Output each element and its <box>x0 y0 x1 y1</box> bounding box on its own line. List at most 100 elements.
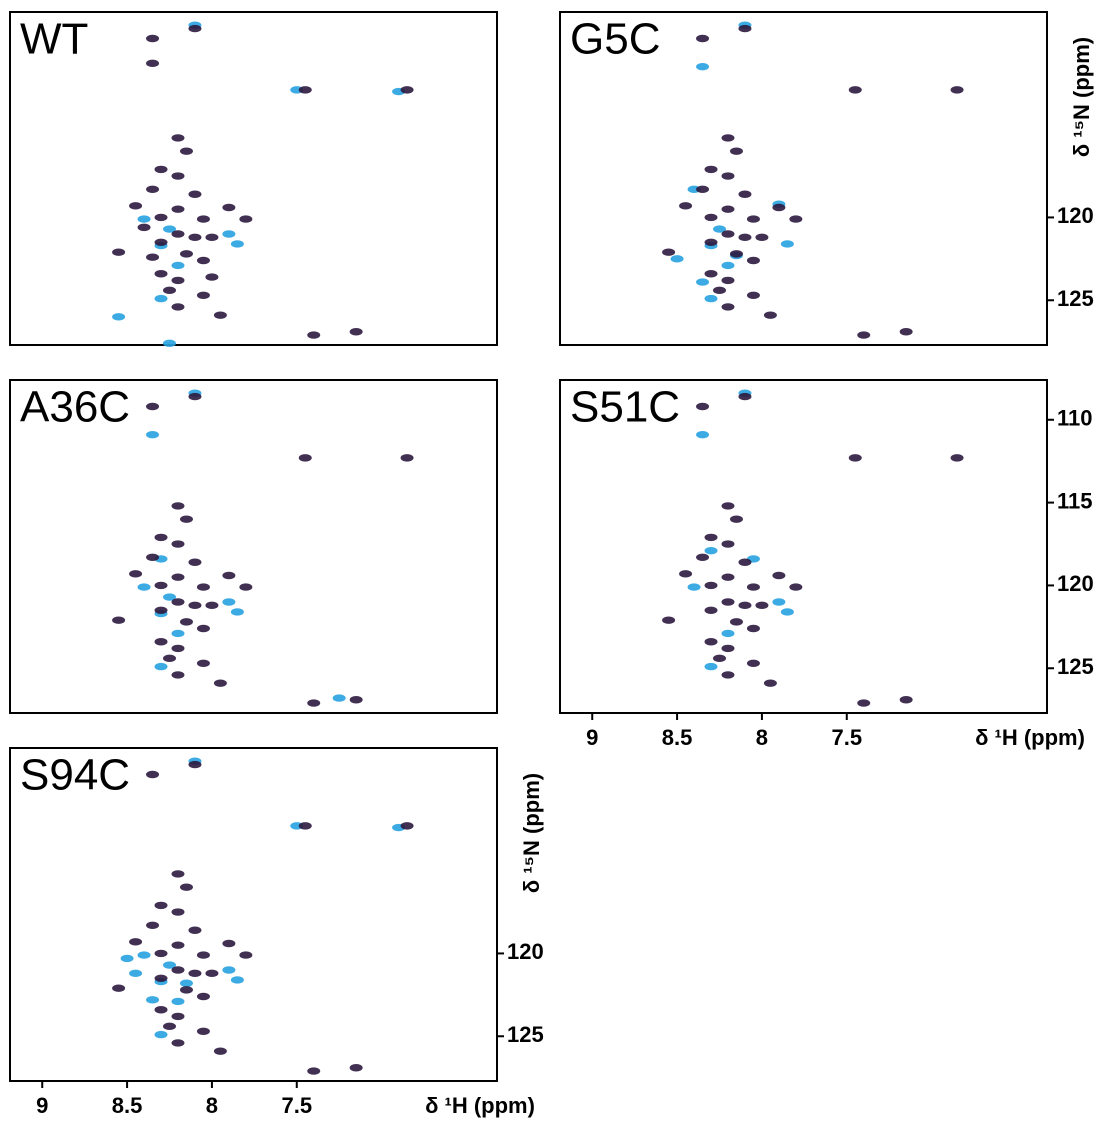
peak <box>848 454 862 462</box>
peak <box>332 694 346 702</box>
panel-title: G5C <box>570 15 660 64</box>
panel-title: S51C <box>570 383 680 432</box>
peak <box>129 969 143 978</box>
peak <box>789 215 803 223</box>
peak <box>746 215 760 223</box>
peak <box>154 638 168 646</box>
peak <box>670 255 684 263</box>
y-tick-label: 125 <box>1057 286 1094 311</box>
peak <box>400 86 414 94</box>
peak <box>848 86 862 94</box>
peak <box>112 313 126 321</box>
peak <box>662 248 676 256</box>
panel-frame <box>559 379 1048 714</box>
peak <box>163 654 177 663</box>
peak <box>307 699 321 707</box>
peak <box>171 966 185 974</box>
y-tick-label: 120 <box>507 939 544 964</box>
panel-title: A36C <box>20 383 130 432</box>
peak <box>746 659 760 667</box>
peak <box>713 654 727 663</box>
peak <box>729 618 743 626</box>
peak <box>154 662 168 671</box>
peak <box>721 303 735 311</box>
peak <box>696 430 710 439</box>
peak <box>112 984 126 992</box>
peak <box>298 454 312 462</box>
peak <box>171 629 185 638</box>
peak <box>696 62 710 71</box>
peak <box>679 570 693 578</box>
peak <box>179 986 193 994</box>
peak <box>154 238 168 246</box>
peak <box>154 533 168 542</box>
peak <box>179 979 193 987</box>
peak <box>230 976 244 984</box>
peak <box>171 276 185 285</box>
panel-title: WT <box>20 15 88 64</box>
peak <box>349 328 363 336</box>
peak <box>738 558 752 566</box>
peak <box>137 583 151 591</box>
peak <box>239 583 253 591</box>
peak <box>721 644 735 653</box>
peak <box>789 583 803 591</box>
peak <box>222 571 236 580</box>
peak <box>307 1067 321 1075</box>
peak <box>171 261 185 270</box>
y-tick-label: 120 <box>1057 571 1094 596</box>
peak <box>163 339 177 348</box>
y-tick-label: 125 <box>507 1022 544 1047</box>
peak <box>222 230 236 238</box>
x-tick-label: 8.5 <box>662 725 693 750</box>
peak <box>188 190 202 198</box>
peak <box>112 616 126 624</box>
peak <box>696 185 710 193</box>
peak <box>188 558 202 566</box>
peak <box>349 1064 363 1072</box>
peak <box>696 553 710 561</box>
peak <box>721 502 735 510</box>
peak <box>171 205 185 213</box>
peak <box>146 402 160 411</box>
peak <box>146 770 160 779</box>
peak <box>154 901 168 910</box>
peak <box>713 225 727 233</box>
peak <box>154 294 168 303</box>
peak <box>721 261 735 270</box>
peak <box>146 996 160 1004</box>
peak <box>188 392 202 401</box>
peak <box>146 34 160 43</box>
y-tick-label: 125 <box>1057 654 1094 679</box>
peak <box>704 238 718 246</box>
peak <box>154 974 168 982</box>
peak <box>179 883 193 891</box>
peak <box>704 638 718 646</box>
peak <box>704 546 718 555</box>
peak <box>298 86 312 94</box>
peak <box>704 294 718 303</box>
peak <box>154 270 168 278</box>
peak <box>721 205 735 213</box>
peak <box>755 601 769 610</box>
peak <box>746 583 760 591</box>
peak <box>721 172 735 180</box>
peak <box>188 24 202 33</box>
peak <box>154 949 168 958</box>
peak <box>179 147 193 155</box>
peak <box>721 629 735 638</box>
peak <box>171 908 185 916</box>
peak <box>196 659 210 667</box>
peak <box>146 430 160 439</box>
peak <box>213 311 227 319</box>
peak <box>704 662 718 671</box>
peak <box>950 86 964 94</box>
peak <box>196 992 210 1001</box>
panel-title: S94C <box>20 751 130 800</box>
peak <box>196 1027 210 1035</box>
peak <box>120 954 134 963</box>
peak <box>230 608 244 616</box>
peak <box>704 165 718 174</box>
peak <box>154 1030 168 1039</box>
